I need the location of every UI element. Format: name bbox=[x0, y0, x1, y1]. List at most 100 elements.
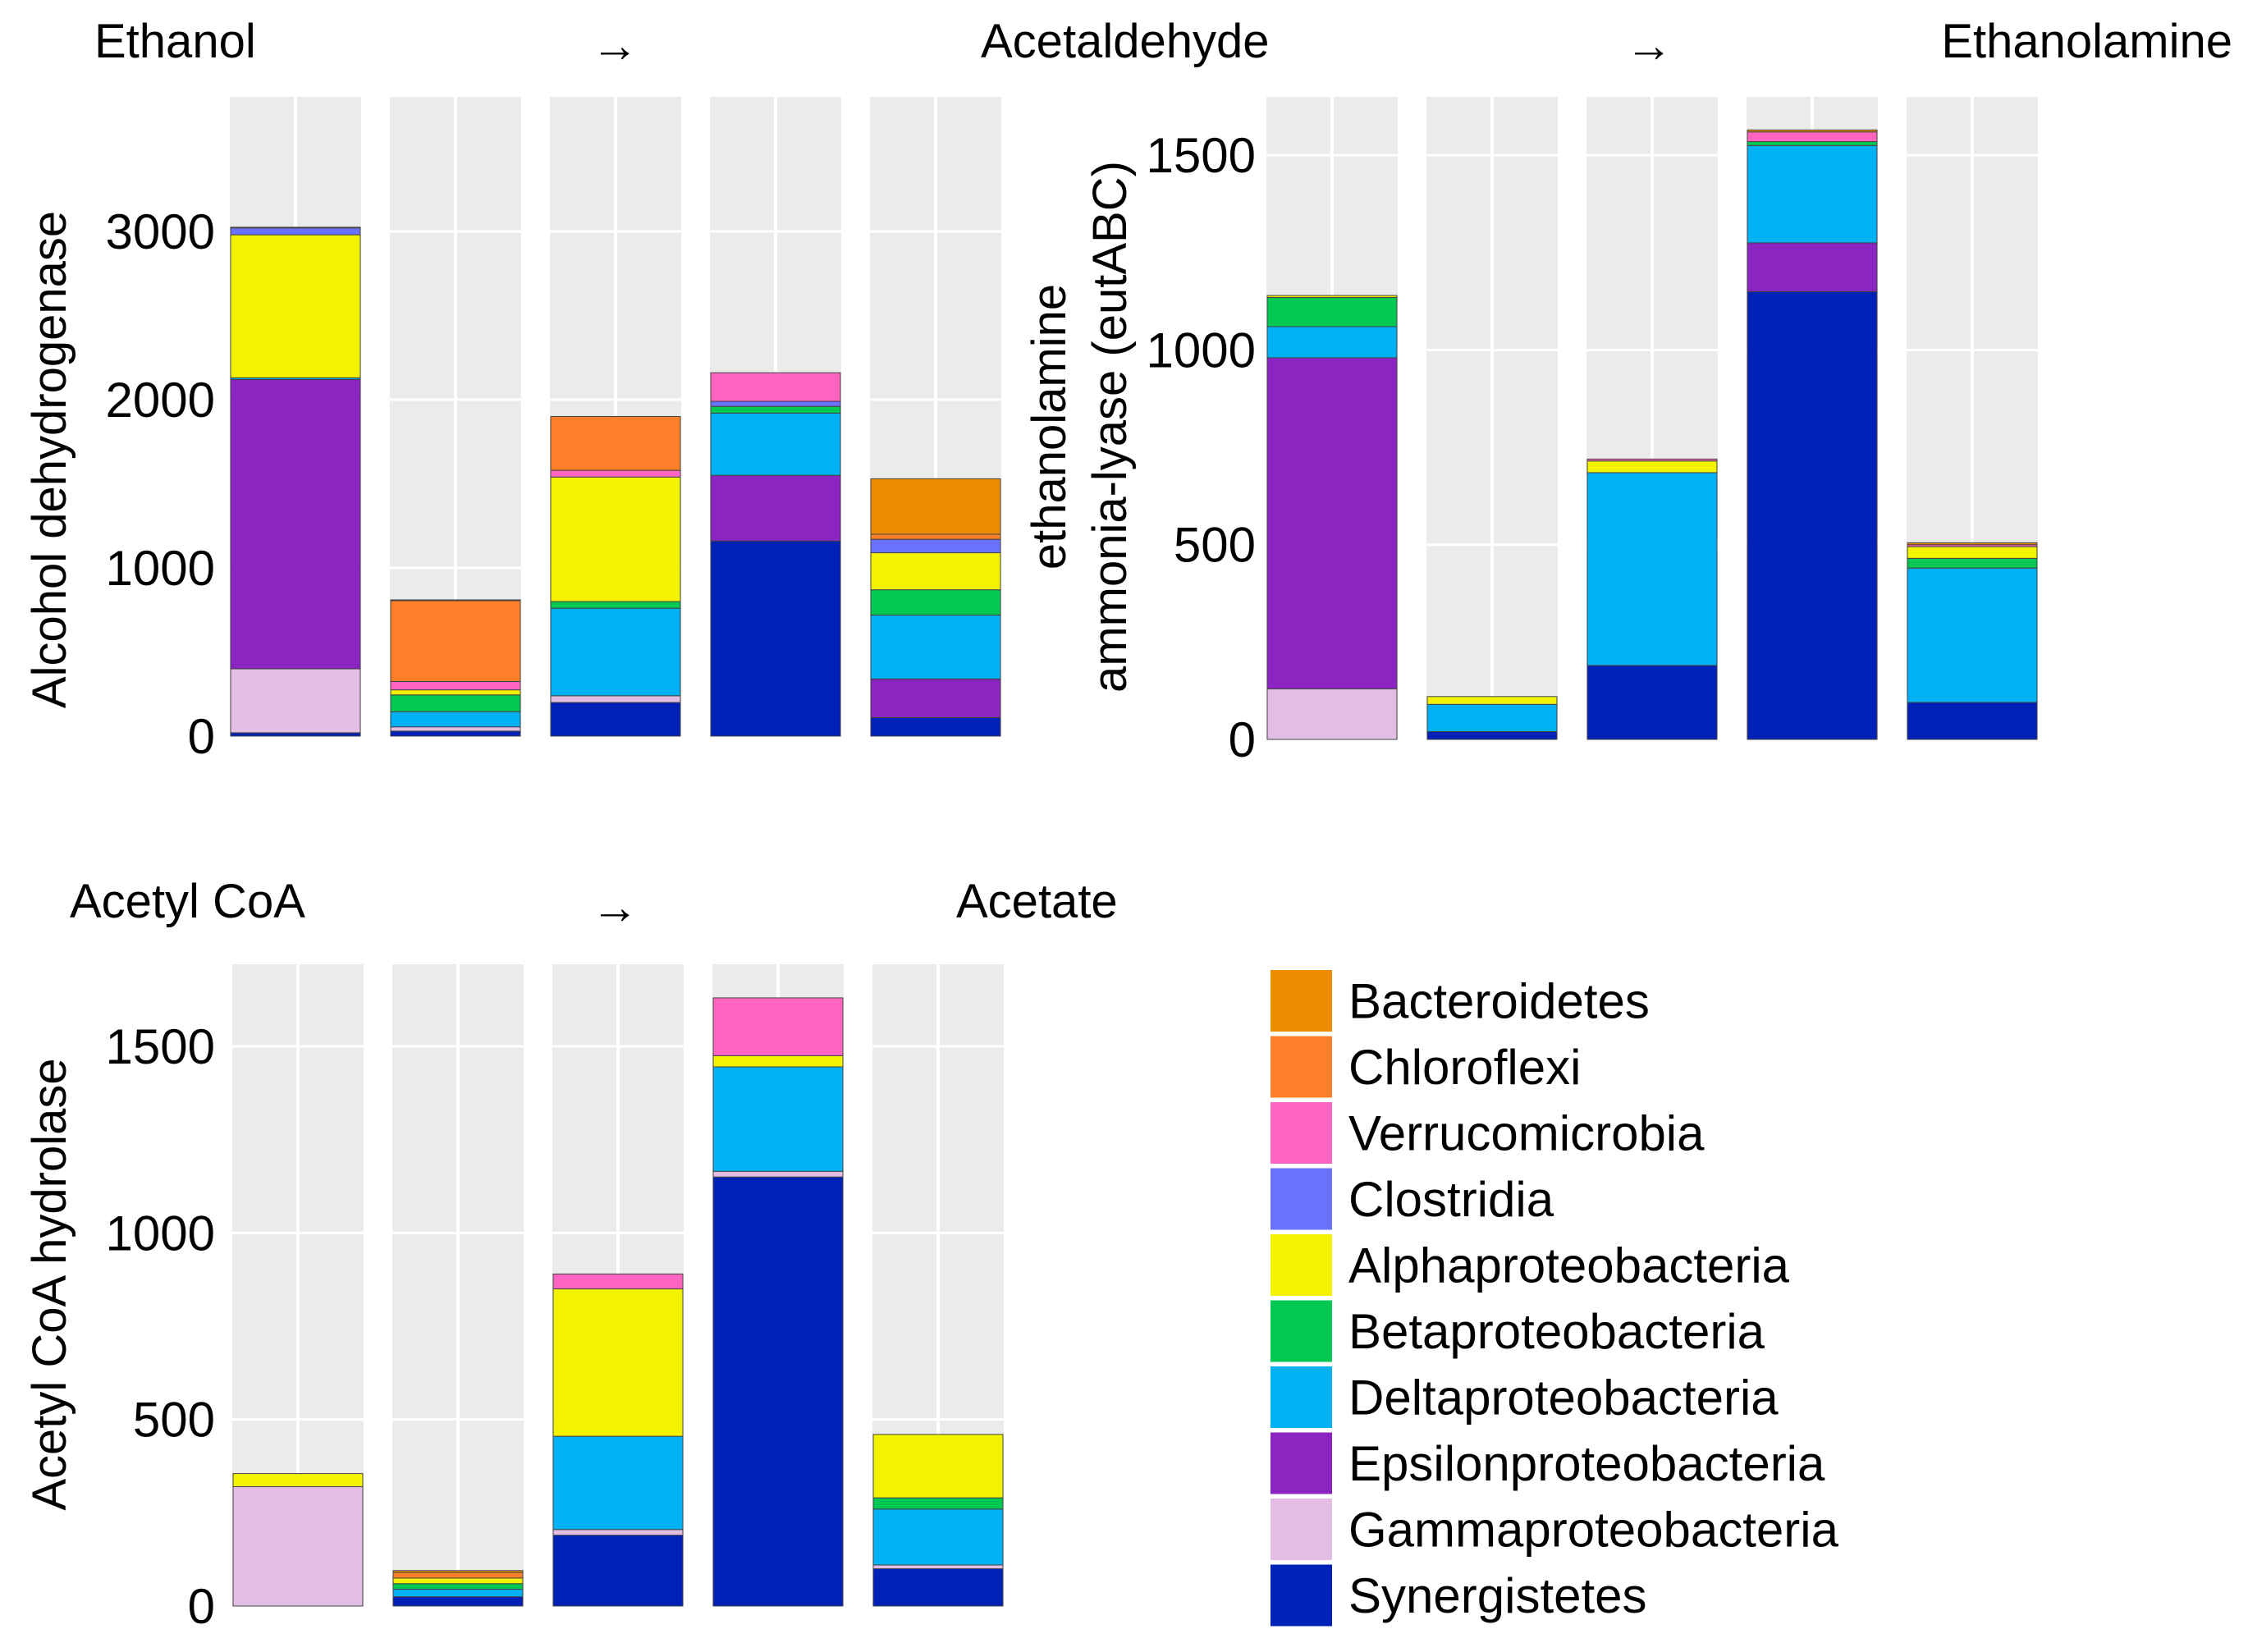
legend-swatch bbox=[1271, 1564, 1332, 1627]
chart1-bar-1-alphaproteobacteria bbox=[230, 234, 361, 378]
legend-swatch bbox=[1271, 1499, 1332, 1560]
legend-item-verrucomicrobia: Verrucomicrobia bbox=[1271, 1102, 1705, 1164]
chart3-ytick-label: 500 bbox=[133, 1393, 215, 1448]
legend-swatch bbox=[1271, 1036, 1332, 1098]
chart1-ylabel: Alcohol dehydrogenase bbox=[23, 211, 76, 708]
chart1-bar-3-alphaproteobacteria bbox=[550, 476, 681, 602]
chart3-bar-1-alphaproteobacteria bbox=[232, 1473, 364, 1488]
chart1-bar-3-verrucomicrobia bbox=[550, 469, 681, 478]
chart1-bar-4-clostridia bbox=[710, 400, 841, 407]
legend-swatch bbox=[1271, 1366, 1332, 1428]
chart1-panel-3 bbox=[550, 97, 681, 737]
legend-item-deltaproteobacteria: Deltaproteobacteria bbox=[1271, 1366, 1779, 1428]
legend-label: Alphaproteobacteria bbox=[1348, 1238, 1790, 1293]
chart3-bar-2-alphaproteobacteria bbox=[392, 1577, 524, 1585]
chart3-bar-3-alphaproteobacteria bbox=[552, 1288, 684, 1437]
chart3-bar-5-alphaproteobacteria bbox=[872, 1434, 1004, 1499]
chart3-bar-2-chloroflexi bbox=[392, 1572, 524, 1579]
chart3-from-label: Acetyl CoA bbox=[70, 875, 305, 928]
chart1-arrow: → bbox=[591, 19, 639, 72]
chart1-bar-5-betaproteobacteria bbox=[870, 589, 1001, 615]
chart2-bar-1-epsilonproteobacteria bbox=[1266, 357, 1398, 689]
chart2-ytick-label: 1000 bbox=[1147, 323, 1256, 378]
chart2-bar-1-alphaproteobacteria bbox=[1266, 295, 1398, 298]
chart1-bar-1-epsilonproteobacteria bbox=[230, 378, 361, 670]
chart2-bar-5-deltaproteobacteria bbox=[1907, 567, 2038, 703]
chart3-bar-4-deltaproteobacteria bbox=[712, 1066, 844, 1172]
chart3-bar-2-bacteroidetes bbox=[392, 1570, 524, 1573]
chart3-panels bbox=[232, 964, 1004, 1607]
legend-item-alphaproteobacteria: Alphaproteobacteria bbox=[1271, 1234, 1790, 1296]
chart3-bar-4-verrucomicrobia bbox=[712, 997, 844, 1056]
chart1-bar-5-synergistetes bbox=[870, 716, 1001, 737]
chart2-ylabel-line1: ethanolamine bbox=[1023, 284, 1076, 570]
chart1-bar-1-chloroflexi bbox=[230, 227, 361, 229]
chart3-bar-4-alphaproteobacteria bbox=[712, 1055, 844, 1068]
legend-swatch bbox=[1271, 1168, 1332, 1230]
chart3-bar-4-synergistetes bbox=[712, 1176, 844, 1607]
legend-label: Epsilonproteobacteria bbox=[1348, 1436, 1825, 1491]
legend-label: Synergistetes bbox=[1348, 1568, 1647, 1623]
chart1-bar-3-betaproteobacteria bbox=[550, 601, 681, 609]
chart2-bar-1-deltaproteobacteria bbox=[1266, 326, 1398, 359]
chart3-bar-4-gammaproteobacteria bbox=[712, 1170, 844, 1178]
chart-ethanolamine-ammonia-lyase: → Ethanolamine ethanolamine ammonia-lyas… bbox=[1023, 15, 2232, 767]
chart2-bar-5-bacteroidetes bbox=[1907, 542, 2038, 546]
legend-item-betaproteobacteria: Betaproteobacteria bbox=[1271, 1300, 1765, 1362]
chart1-ytick-label: 0 bbox=[188, 709, 215, 764]
chart2-bar-3-synergistetes bbox=[1586, 665, 1718, 740]
chart1-bar-2-betaproteobacteria bbox=[390, 694, 521, 712]
chart1-ytick-label: 1000 bbox=[106, 541, 215, 596]
legend-label: Gammaproteobacteria bbox=[1348, 1503, 1839, 1558]
chart1-to-label: Acetaldehyde bbox=[981, 15, 1269, 68]
chart2-panel-4 bbox=[1747, 97, 1878, 740]
chart3-ytick-label: 1500 bbox=[106, 1019, 215, 1074]
chart1-bar-4-synergistetes bbox=[710, 540, 841, 737]
legend-label: Verrucomicrobia bbox=[1348, 1106, 1705, 1161]
legend-swatch bbox=[1271, 1432, 1332, 1494]
chart2-ytick-label: 0 bbox=[1229, 712, 1256, 767]
chart1-bar-3-synergistetes bbox=[550, 702, 681, 737]
chart1-bar-1-clostridia bbox=[230, 227, 361, 236]
legend-swatch bbox=[1271, 970, 1332, 1032]
chart2-bar-4-betaproteobacteria bbox=[1747, 141, 1878, 146]
chart3-bar-3-gammaproteobacteria bbox=[552, 1529, 684, 1536]
legend-item-epsilonproteobacteria: Epsilonproteobacteria bbox=[1271, 1432, 1825, 1494]
chart1-panel-5 bbox=[870, 97, 1001, 737]
legend-item-gammaproteobacteria: Gammaproteobacteria bbox=[1271, 1499, 1839, 1560]
chart3-to-label: Acetate bbox=[956, 875, 1118, 928]
chart1-bar-2-deltaproteobacteria bbox=[390, 711, 521, 728]
chart2-ytick-label: 500 bbox=[1174, 518, 1256, 573]
chart1-panel-2 bbox=[390, 97, 521, 737]
chart2-ticks: 0 500 1000 1500 bbox=[1147, 128, 1256, 767]
chart1-ytick-label: 3000 bbox=[106, 204, 215, 259]
legend-label: Chloroflexi bbox=[1348, 1040, 1581, 1095]
chart1-bar-4-betaproteobacteria bbox=[710, 405, 841, 414]
legend-label: Betaproteobacteria bbox=[1348, 1304, 1765, 1359]
chart1-bar-5-bacteroidetes bbox=[870, 478, 1001, 535]
chart1-bar-4-epsilonproteobacteria bbox=[710, 474, 841, 542]
chart3-panel-1 bbox=[232, 964, 364, 1607]
chart2-to-label: Ethanolamine bbox=[1941, 15, 2232, 68]
chart2-arrow: → bbox=[1625, 19, 1673, 72]
chart3-bar-5-betaproteobacteria bbox=[872, 1497, 1004, 1510]
chart1-bar-1-gammaproteobacteria bbox=[230, 668, 361, 734]
chart3-panel-4 bbox=[712, 964, 844, 1607]
legend-swatch bbox=[1271, 1234, 1332, 1296]
chart2-bar-2-alphaproteobacteria bbox=[1426, 696, 1558, 705]
legend: Bacteroidetes Chloroflexi Verrucomicrobia C… bbox=[1271, 970, 1839, 1627]
chart1-panel-4 bbox=[710, 97, 841, 737]
legend-item-clostridia: Clostridia bbox=[1271, 1168, 1554, 1230]
chart2-bar-1-betaproteobacteria bbox=[1266, 296, 1398, 327]
chart2-bar-4-bacteroidetes bbox=[1747, 129, 1878, 133]
chart1-bar-5-chloroflexi bbox=[870, 533, 1001, 540]
chart3-bar-5-deltaproteobacteria bbox=[872, 1508, 1004, 1566]
chart2-panels bbox=[1266, 97, 2038, 740]
chart2-bar-1-gammaproteobacteria bbox=[1266, 688, 1398, 740]
chart2-bar-5-betaproteobacteria bbox=[1907, 557, 2038, 569]
chart2-bar-5-synergistetes bbox=[1907, 702, 2038, 740]
legend-swatch bbox=[1271, 1102, 1332, 1164]
chart1-from-label: Ethanol bbox=[94, 15, 256, 68]
legend-item-bacteroidetes: Bacteroidetes bbox=[1271, 970, 1650, 1032]
chart1-bar-3-gammaproteobacteria bbox=[550, 695, 681, 703]
